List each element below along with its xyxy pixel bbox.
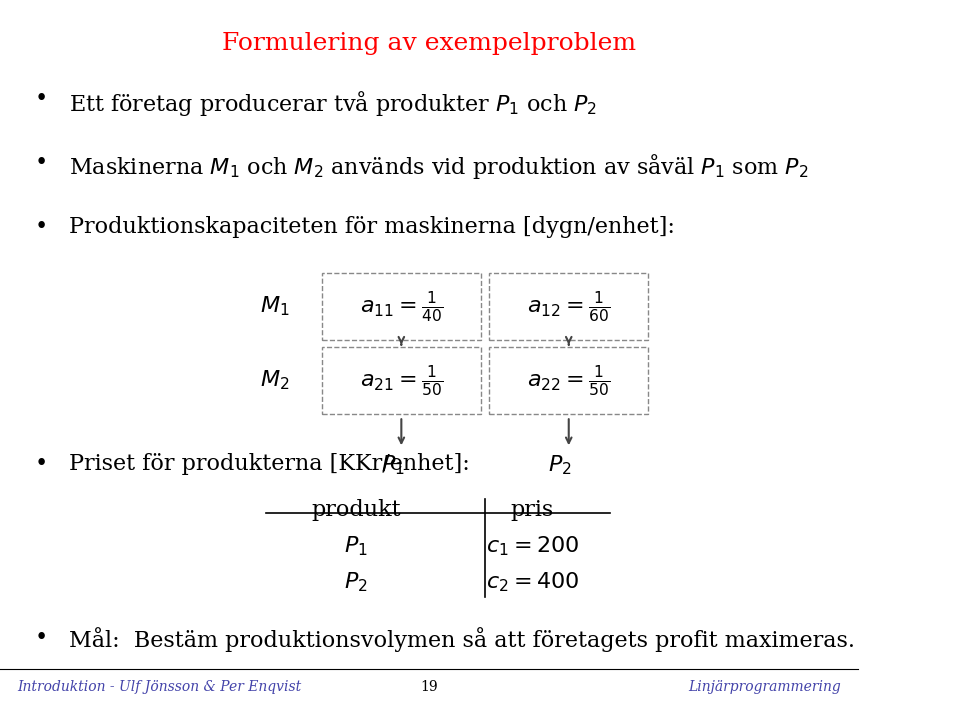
Text: 19: 19 xyxy=(420,680,438,694)
Text: •: • xyxy=(35,453,48,475)
Text: $a_{21} = \frac{1}{50}$: $a_{21} = \frac{1}{50}$ xyxy=(360,363,443,398)
FancyBboxPatch shape xyxy=(490,347,648,414)
Text: $c_1 = 200$: $c_1 = 200$ xyxy=(486,535,579,558)
Text: $P_1$: $P_1$ xyxy=(381,454,405,477)
Text: •: • xyxy=(35,152,48,174)
Text: Linjärprogrammering: Linjärprogrammering xyxy=(688,680,841,694)
Text: $a_{11} = \frac{1}{40}$: $a_{11} = \frac{1}{40}$ xyxy=(360,289,443,324)
Text: •: • xyxy=(35,88,48,110)
FancyBboxPatch shape xyxy=(490,273,648,340)
Text: $P_1$: $P_1$ xyxy=(345,535,369,558)
Text: $P_2$: $P_2$ xyxy=(345,570,368,593)
Text: Ett företag producerar två produkter $P_1$ och $P_2$: Ett företag producerar två produkter $P_… xyxy=(69,88,597,118)
Text: produkt: produkt xyxy=(311,499,401,521)
FancyBboxPatch shape xyxy=(322,273,481,340)
Text: Produktionskapaciteten för maskinerna [dygn/enhet]:: Produktionskapaciteten för maskinerna [d… xyxy=(69,216,675,238)
Text: $c_2 = 400$: $c_2 = 400$ xyxy=(486,570,579,593)
Text: $a_{12} = \frac{1}{60}$: $a_{12} = \frac{1}{60}$ xyxy=(527,289,611,324)
Text: $a_{22} = \frac{1}{50}$: $a_{22} = \frac{1}{50}$ xyxy=(527,363,611,398)
Text: Priset för produkterna [KKr/enhet]:: Priset för produkterna [KKr/enhet]: xyxy=(69,453,469,475)
Text: Formulering av exempelproblem: Formulering av exempelproblem xyxy=(223,32,636,55)
Text: $M_1$: $M_1$ xyxy=(260,295,290,318)
Text: Mål:  Bestäm produktionsvolymen så att företagets profit maximeras.: Mål: Bestäm produktionsvolymen så att fö… xyxy=(69,627,854,651)
Text: $M_2$: $M_2$ xyxy=(260,369,289,392)
Text: •: • xyxy=(35,216,48,238)
Text: pris: pris xyxy=(511,499,554,521)
Text: •: • xyxy=(35,627,48,649)
FancyBboxPatch shape xyxy=(322,347,481,414)
Text: Introduktion - Ulf Jönsson & Per Enqvist: Introduktion - Ulf Jönsson & Per Enqvist xyxy=(17,680,301,694)
Text: Maskinerna $M_1$ och $M_2$ används vid produktion av såväl $P_1$ som $P_2$: Maskinerna $M_1$ och $M_2$ används vid p… xyxy=(69,152,808,181)
Text: $P_2$: $P_2$ xyxy=(548,454,572,477)
